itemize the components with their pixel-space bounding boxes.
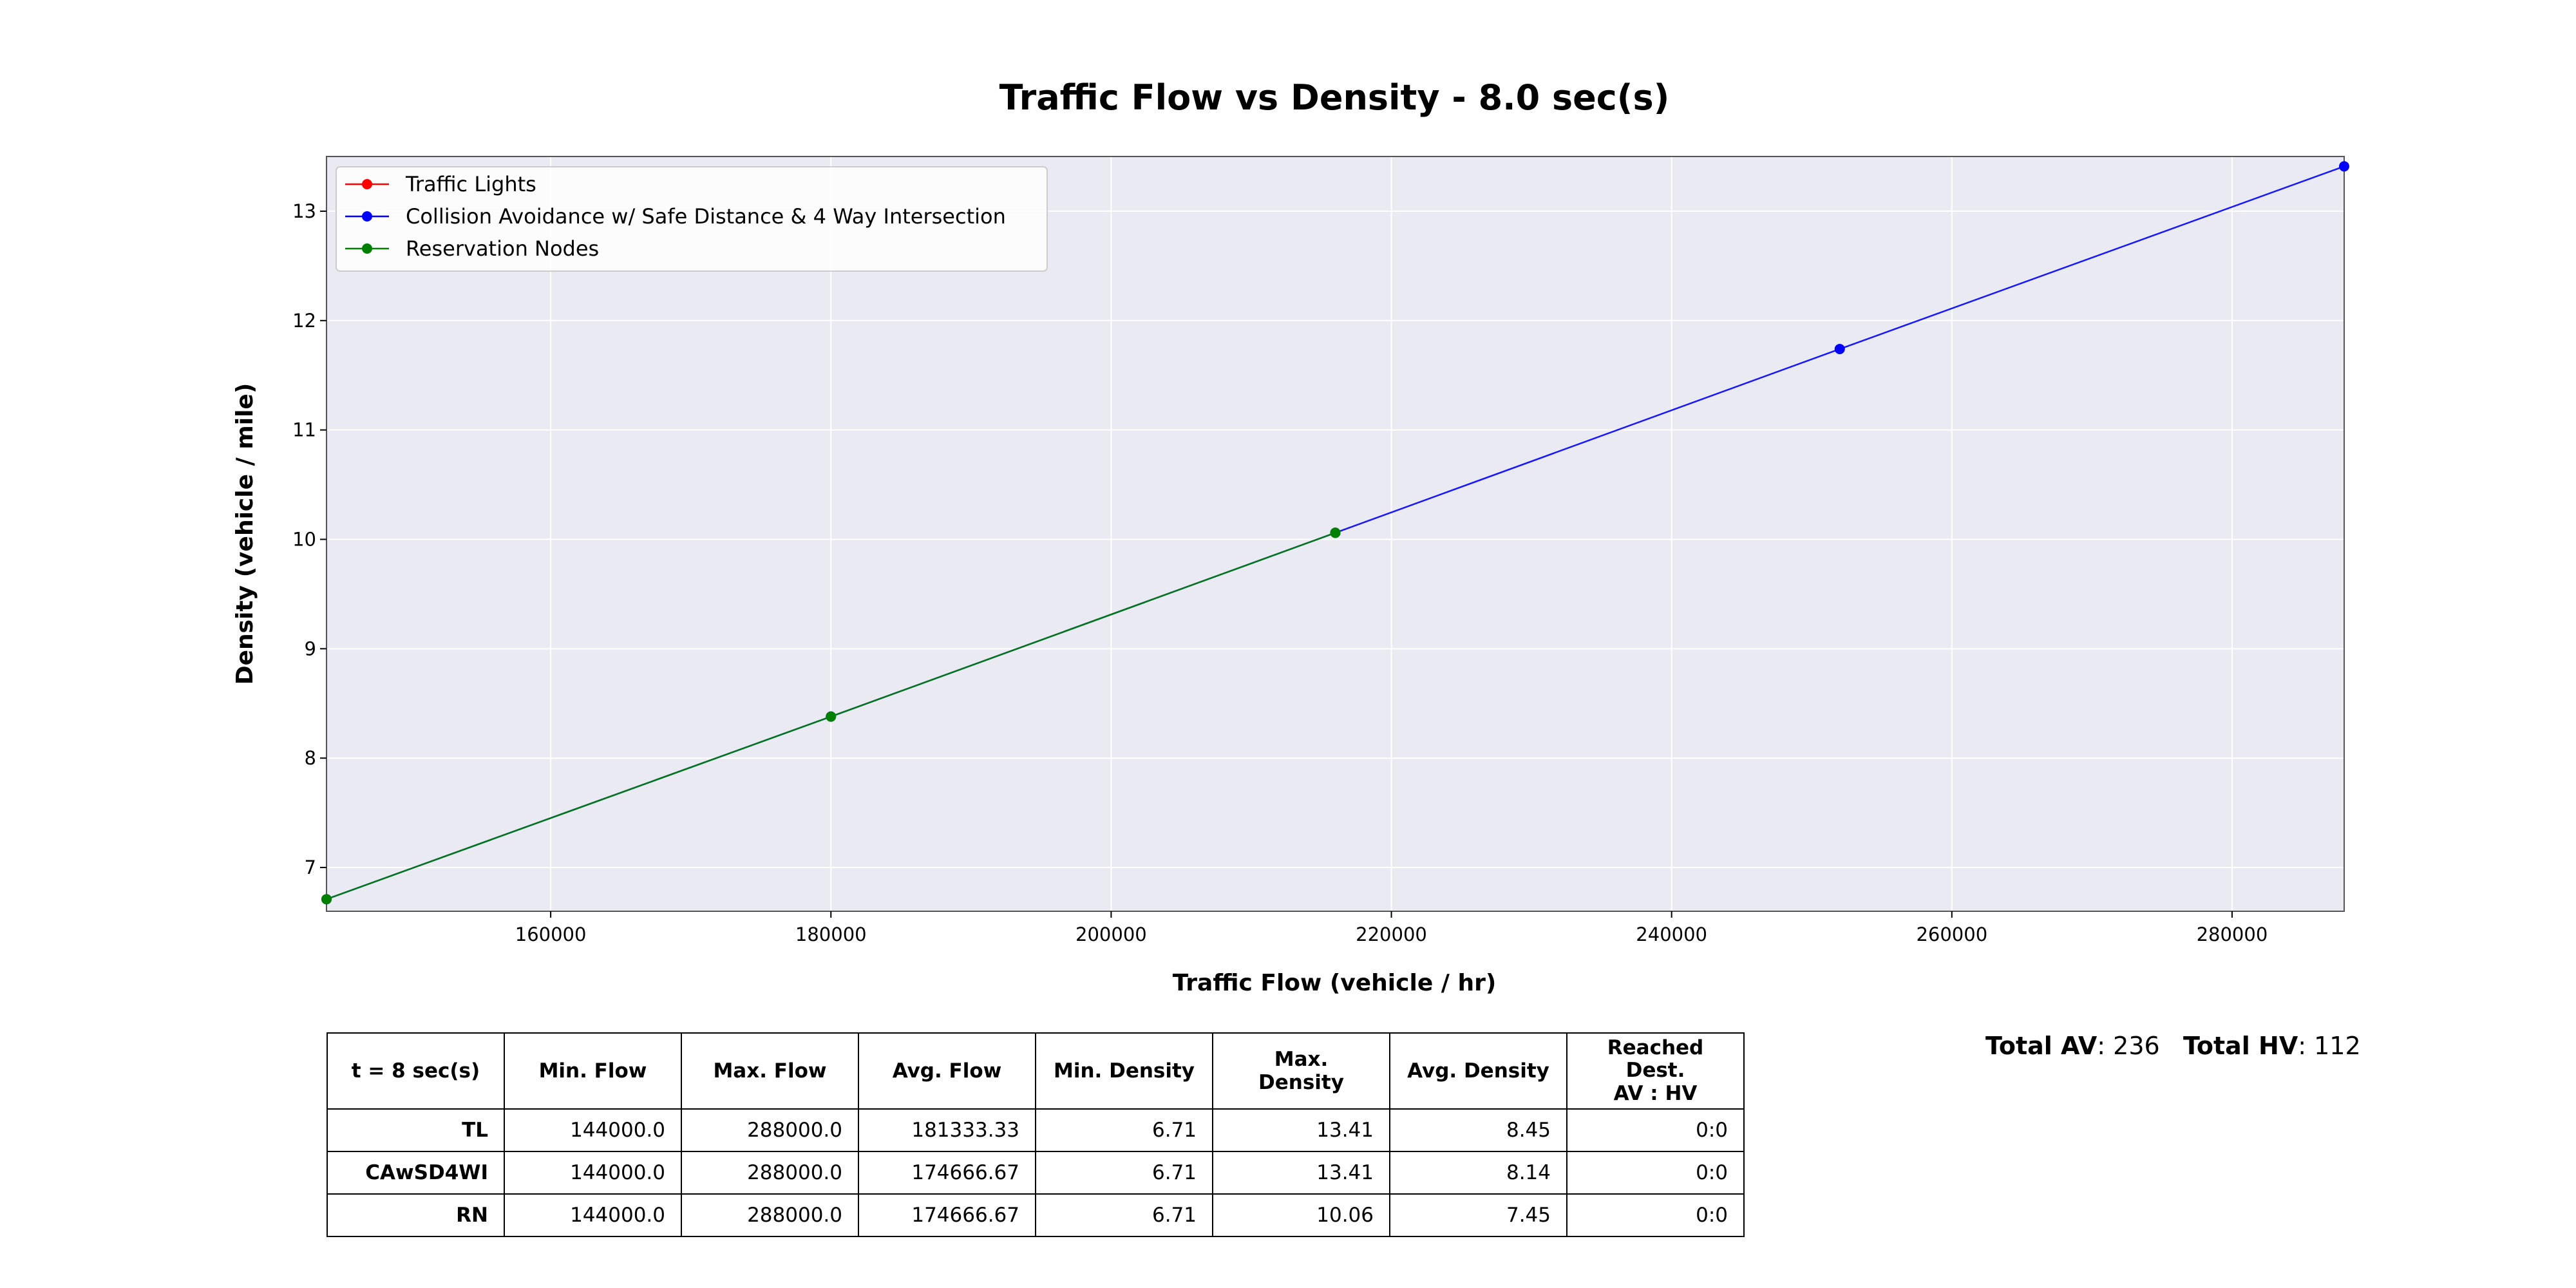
x-axis-label: Traffic Flow (vehicle / hr)	[1173, 970, 1497, 996]
table-cell: 6.71	[1035, 1151, 1213, 1195]
table-row: RN 144000.0 288000.0 174666.67 6.71 10.0…	[327, 1193, 1745, 1237]
table-cell: 6.71	[1035, 1193, 1213, 1237]
col-header-max-density: Max. Density	[1212, 1032, 1390, 1110]
table-corner-cell: t = 8 sec(s)	[327, 1032, 505, 1110]
table-cell: 174666.67	[858, 1151, 1036, 1195]
total-hv-label: Total HV	[2183, 1032, 2298, 1060]
table-header-row: t = 8 sec(s) Min. Flow Max. Flow Avg. Fl…	[327, 1032, 1745, 1110]
legend-marker	[362, 211, 372, 222]
table-cell: 288000.0	[681, 1108, 859, 1152]
x-tick-label: 260000	[1916, 923, 1987, 945]
y-tick-label: 8	[305, 747, 316, 769]
legend-box	[336, 166, 1048, 272]
table-cell: 144000.0	[504, 1108, 682, 1152]
table-row: CAwSD4WI 144000.0 288000.0 174666.67 6.7…	[327, 1151, 1745, 1195]
grid-lines	[327, 156, 2344, 911]
series-2	[321, 527, 1341, 905]
table-cell: 144000.0	[504, 1193, 682, 1237]
plot-frame	[326, 156, 2345, 912]
x-tick-label: 240000	[1636, 923, 1707, 945]
y-tick-label: 12	[292, 310, 316, 332]
table-cell: 6.71	[1035, 1108, 1213, 1152]
row-header: TL	[327, 1108, 505, 1152]
table-cell: 174666.67	[858, 1193, 1036, 1237]
x-tick-label: 200000	[1075, 923, 1147, 945]
col-header-min-flow: Min. Flow	[504, 1032, 682, 1110]
col-header-avg-density: Avg. Density	[1389, 1032, 1567, 1110]
col-header-avg-flow: Avg. Flow	[858, 1032, 1036, 1110]
table-cell: 144000.0	[504, 1151, 682, 1195]
y-tick-label: 7	[305, 857, 316, 878]
x-tick-label: 280000	[2197, 923, 2268, 945]
col-header-max-flow: Max. Flow	[681, 1032, 859, 1110]
table-cell: 7.45	[1389, 1193, 1567, 1237]
data-point	[2339, 161, 2349, 172]
data-point	[1834, 343, 1845, 354]
col-header-reached-dest-line2: AV : HV	[1613, 1081, 1698, 1105]
y-tick-label: 10	[292, 528, 316, 550]
legend-marker	[362, 179, 372, 189]
vehicle-totals: Total AV: 236 Total HV: 112	[1985, 1032, 2361, 1060]
row-header: RN	[327, 1193, 505, 1237]
table-cell: 8.45	[1389, 1108, 1567, 1152]
x-tick-label: 160000	[515, 923, 587, 945]
total-hv-value: : 112	[2298, 1032, 2361, 1060]
x-tick-label: 220000	[1356, 923, 1427, 945]
stats-table: t = 8 sec(s) Min. Flow Max. Flow Avg. Fl…	[327, 1032, 1745, 1237]
table-cell: 181333.33	[858, 1108, 1036, 1152]
col-header-min-density: Min. Density	[1035, 1032, 1213, 1110]
series-layer	[321, 161, 2349, 905]
legend-label: Traffic Lights	[405, 172, 536, 196]
data-point	[321, 894, 332, 905]
col-header-reached-dest-line1: Reached Dest.	[1607, 1036, 1704, 1083]
table-cell: 288000.0	[681, 1151, 859, 1195]
data-point	[1330, 527, 1341, 538]
table-cell: 0:0	[1566, 1108, 1745, 1152]
table-cell: 288000.0	[681, 1193, 859, 1237]
legend: Traffic Lights Collision Avoidance w/ Saf…	[336, 166, 1048, 272]
y-tick-label: 13	[292, 200, 316, 222]
y-axis-label: Density (vehicle / mile)	[232, 383, 258, 685]
y-tick-label: 11	[292, 419, 316, 441]
legend-label: Collision Avoidance w/ Safe Distance & 4…	[406, 204, 1006, 229]
table-cell: 0:0	[1566, 1193, 1745, 1237]
table-cell: 13.41	[1212, 1151, 1390, 1195]
legend-label: Reservation Nodes	[406, 236, 599, 261]
chart-title: Traffic Flow vs Density - 8.0 sec(s)	[999, 77, 1670, 118]
col-header-reached-dest: Reached Dest. AV : HV	[1566, 1032, 1745, 1110]
total-av-label: Total AV	[1985, 1032, 2098, 1060]
data-point	[826, 711, 837, 722]
row-header: CAwSD4WI	[327, 1151, 505, 1195]
table-cell: 10.06	[1212, 1193, 1390, 1237]
total-av-value: : 236	[2097, 1032, 2160, 1060]
table-row: TL 144000.0 288000.0 181333.33 6.71 13.4…	[327, 1108, 1745, 1152]
table-cell: 13.41	[1212, 1108, 1390, 1152]
y-axis-ticks: 7 8 9 10 11 12 13	[292, 200, 327, 878]
y-tick-label: 9	[305, 638, 316, 659]
table-cell: 0:0	[1566, 1151, 1745, 1195]
legend-marker	[362, 243, 372, 254]
x-tick-label: 180000	[795, 923, 867, 945]
x-axis-ticks: 160000 180000 200000 220000 240000 260000 2800…	[515, 911, 2268, 945]
table-cell: 8.14	[1389, 1151, 1567, 1195]
